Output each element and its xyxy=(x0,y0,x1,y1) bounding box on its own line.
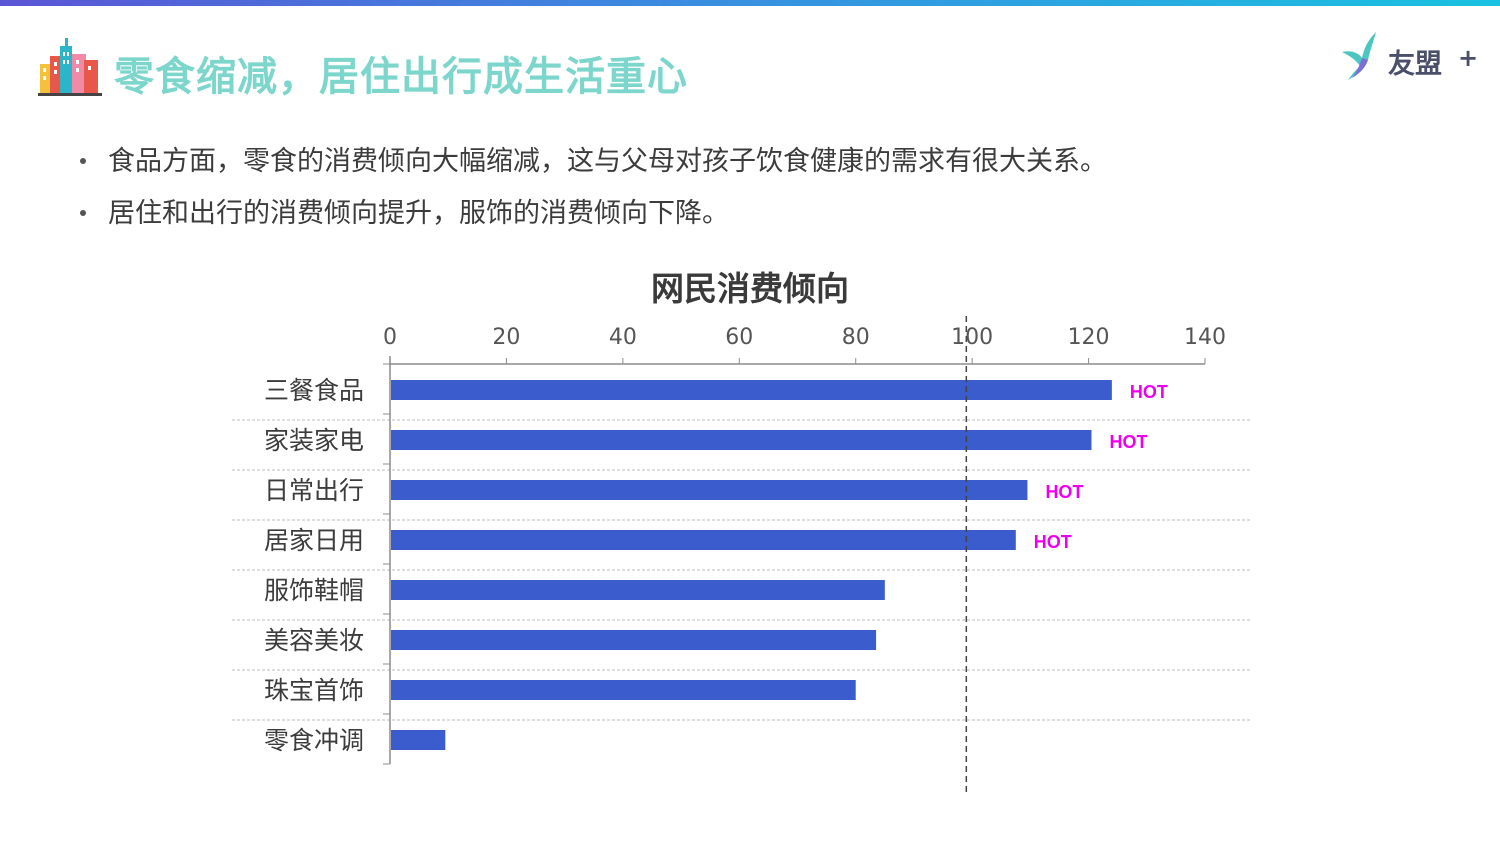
bar xyxy=(391,430,1092,450)
city-buildings-icon xyxy=(38,38,102,96)
category-label: 服饰鞋帽 xyxy=(264,576,364,605)
x-tick-label: 100 xyxy=(951,325,993,350)
bar xyxy=(391,530,1016,550)
hot-badge: HOT xyxy=(1045,482,1083,502)
x-tick-label: 60 xyxy=(725,325,753,350)
logo-plus: + xyxy=(1458,44,1479,72)
bullet-item: 食品方面，零食的消费倾向大幅缩减，这与父母对孩子饮食健康的需求有很大关系。 xyxy=(78,136,1107,188)
hot-badge: HOT xyxy=(1109,432,1147,452)
category-label: 三餐食品 xyxy=(264,376,364,405)
hot-badge: HOT xyxy=(1034,532,1072,552)
umeng-logo: 友盟 + xyxy=(1338,30,1483,86)
top-gradient-bar xyxy=(0,0,1500,6)
x-tick-label: 40 xyxy=(609,325,637,350)
category-label: 日常出行 xyxy=(264,476,364,505)
logo-text: 友盟 xyxy=(1388,49,1442,80)
x-tick-label: 80 xyxy=(842,325,870,350)
bar xyxy=(391,580,885,600)
bullet-list: 食品方面，零食的消费倾向大幅缩减，这与父母对孩子饮食健康的需求有很大关系。 居住… xyxy=(78,136,1107,240)
x-tick-label: 120 xyxy=(1068,325,1110,350)
bullet-dot xyxy=(80,158,86,164)
x-tick-label: 140 xyxy=(1184,325,1226,350)
bar xyxy=(391,630,877,650)
bar xyxy=(391,380,1112,400)
bar xyxy=(391,680,856,700)
x-tick-label: 20 xyxy=(492,325,520,350)
bar xyxy=(391,730,446,750)
bar xyxy=(391,480,1028,500)
category-label: 珠宝首饰 xyxy=(264,676,364,705)
x-tick-label: 0 xyxy=(383,325,397,350)
bird-logo-icon xyxy=(1342,32,1376,80)
category-label: 美容美妆 xyxy=(264,626,364,655)
bullet-text: 居住和出行的消费倾向提升，服饰的消费倾向下降。 xyxy=(108,198,729,229)
chart-title: 网民消费倾向 xyxy=(651,269,849,308)
category-label: 家装家电 xyxy=(264,426,364,455)
category-label: 零食冲调 xyxy=(264,726,364,755)
hot-badge: HOT xyxy=(1130,382,1168,402)
page-title: 零食缩减，居住出行成生活重心 xyxy=(114,54,688,100)
category-label: 居家日用 xyxy=(264,526,364,555)
bullet-text: 食品方面，零食的消费倾向大幅缩减，这与父母对孩子饮食健康的需求有很大关系。 xyxy=(108,146,1107,177)
bullet-dot xyxy=(80,210,86,216)
bullet-item: 居住和出行的消费倾向提升，服饰的消费倾向下降。 xyxy=(78,188,1107,240)
